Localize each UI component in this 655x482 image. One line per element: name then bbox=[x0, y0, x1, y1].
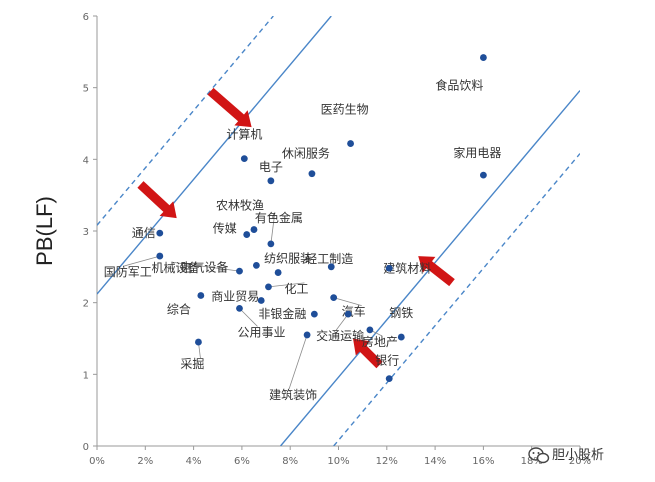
point-label: 农林牧渔 bbox=[216, 199, 264, 213]
point-label: 机械设备 bbox=[151, 260, 199, 275]
direction-arrow bbox=[207, 87, 252, 128]
data-point bbox=[480, 171, 487, 179]
data-point bbox=[480, 54, 487, 61]
y-tick-label: 4 bbox=[83, 155, 89, 166]
y-tick-label: 2 bbox=[83, 299, 89, 310]
point-label: 商业贸易 bbox=[211, 289, 259, 304]
data-point bbox=[265, 283, 272, 291]
data-point bbox=[385, 375, 393, 383]
band-line-solid bbox=[97, 16, 332, 295]
label-leader-line bbox=[123, 255, 160, 267]
y-tick-label: 0 bbox=[83, 442, 89, 453]
x-tick-label: 2% bbox=[137, 456, 153, 467]
point-label: 银行 bbox=[375, 354, 399, 368]
data-point bbox=[303, 331, 311, 339]
direction-arrow bbox=[418, 256, 455, 287]
point-label: 有色金属 bbox=[255, 210, 303, 225]
wechat-icon bbox=[528, 447, 550, 464]
point-label: 电子 bbox=[259, 160, 283, 174]
data-points bbox=[156, 54, 487, 383]
direction-arrow bbox=[353, 338, 383, 369]
y-tick-label: 1 bbox=[83, 370, 89, 381]
label-leader-line bbox=[333, 297, 362, 307]
watermark-text: 胆小股析 bbox=[552, 448, 604, 463]
data-point bbox=[344, 310, 352, 318]
band-line-dashed bbox=[333, 153, 580, 446]
point-label: 采掘 bbox=[180, 356, 204, 371]
point-label: 房地产 bbox=[362, 334, 398, 349]
label-leader-line bbox=[268, 282, 305, 288]
label-leader-line bbox=[270, 211, 276, 244]
x-tick-label: 20% bbox=[569, 456, 591, 467]
data-point bbox=[347, 140, 354, 147]
data-point bbox=[195, 338, 202, 346]
x-tick-label: 4% bbox=[186, 456, 202, 467]
data-point bbox=[366, 326, 374, 334]
y-tick-label: 6 bbox=[83, 12, 89, 23]
axes: 0% 2% 4% 6% 8% 10% 12% 14% 16% 18% 20% 0 1 2 3 4 5 6 bbox=[83, 12, 591, 467]
label-leader-line bbox=[288, 334, 308, 390]
data-point bbox=[385, 264, 393, 272]
point-label: 综合 bbox=[167, 302, 191, 317]
point-label: 传媒 bbox=[213, 221, 237, 236]
direction-arrow bbox=[137, 181, 177, 219]
y-tick-label: 3 bbox=[83, 227, 89, 238]
point-label: 纺织服装 bbox=[264, 252, 312, 266]
point-label: 电气设备 bbox=[180, 259, 228, 274]
x-tick-label: 8% bbox=[282, 456, 298, 467]
data-point bbox=[310, 310, 318, 318]
data-point bbox=[267, 177, 275, 185]
data-point bbox=[236, 305, 243, 312]
x-tick-label: 0% bbox=[89, 456, 105, 467]
data-point bbox=[267, 240, 275, 248]
direction-arrows bbox=[137, 87, 455, 369]
label-leader-line bbox=[239, 308, 258, 327]
point-label: 家用电器 bbox=[453, 145, 501, 160]
x-tick-label: 12% bbox=[376, 456, 398, 467]
data-point bbox=[397, 333, 405, 341]
x-tick-label: 16% bbox=[472, 456, 494, 467]
regression-bands bbox=[97, 16, 580, 446]
point-label: 食品饮料 bbox=[435, 78, 483, 93]
point-label: 计算机 bbox=[226, 127, 262, 142]
label-leader-line bbox=[171, 261, 240, 272]
y-tick-label: 5 bbox=[83, 84, 89, 95]
point-label: 轻工制造 bbox=[305, 252, 353, 266]
watermark: 胆小股析 bbox=[528, 447, 604, 464]
data-point bbox=[327, 263, 335, 271]
point-label: 国防军工 bbox=[104, 264, 152, 279]
data-point bbox=[197, 292, 205, 299]
data-point bbox=[236, 267, 243, 275]
point-label: 非银金融 bbox=[258, 306, 306, 321]
data-point bbox=[330, 294, 338, 302]
point-label: 建筑装饰 bbox=[269, 387, 317, 402]
point-label: 交通运输 bbox=[316, 328, 364, 343]
data-point bbox=[240, 155, 248, 163]
point-label: 医药生物 bbox=[321, 103, 369, 117]
data-point bbox=[243, 231, 251, 238]
data-point bbox=[156, 252, 164, 260]
x-tick-label: 14% bbox=[424, 456, 446, 467]
point-label: 建筑材料 bbox=[383, 260, 431, 275]
point-label: 通信 bbox=[132, 226, 156, 240]
point-label: 钢铁 bbox=[389, 306, 413, 320]
data-point bbox=[250, 226, 258, 233]
x-tick-label: 18% bbox=[521, 456, 543, 467]
x-tick-label: 10% bbox=[327, 456, 349, 467]
y-axis-label: PB(LF) bbox=[32, 196, 57, 266]
data-point bbox=[308, 170, 316, 178]
data-point bbox=[156, 229, 164, 237]
point-label: 休闲服务 bbox=[282, 146, 330, 161]
band-line-dashed bbox=[97, 16, 274, 226]
point-label: 公用事业 bbox=[237, 325, 285, 339]
point-label: 汽车 bbox=[342, 304, 366, 319]
point-label: 化工 bbox=[284, 282, 308, 296]
data-point bbox=[274, 269, 282, 276]
data-point bbox=[257, 297, 265, 304]
x-tick-label: 6% bbox=[234, 456, 250, 467]
data-point bbox=[252, 262, 260, 269]
